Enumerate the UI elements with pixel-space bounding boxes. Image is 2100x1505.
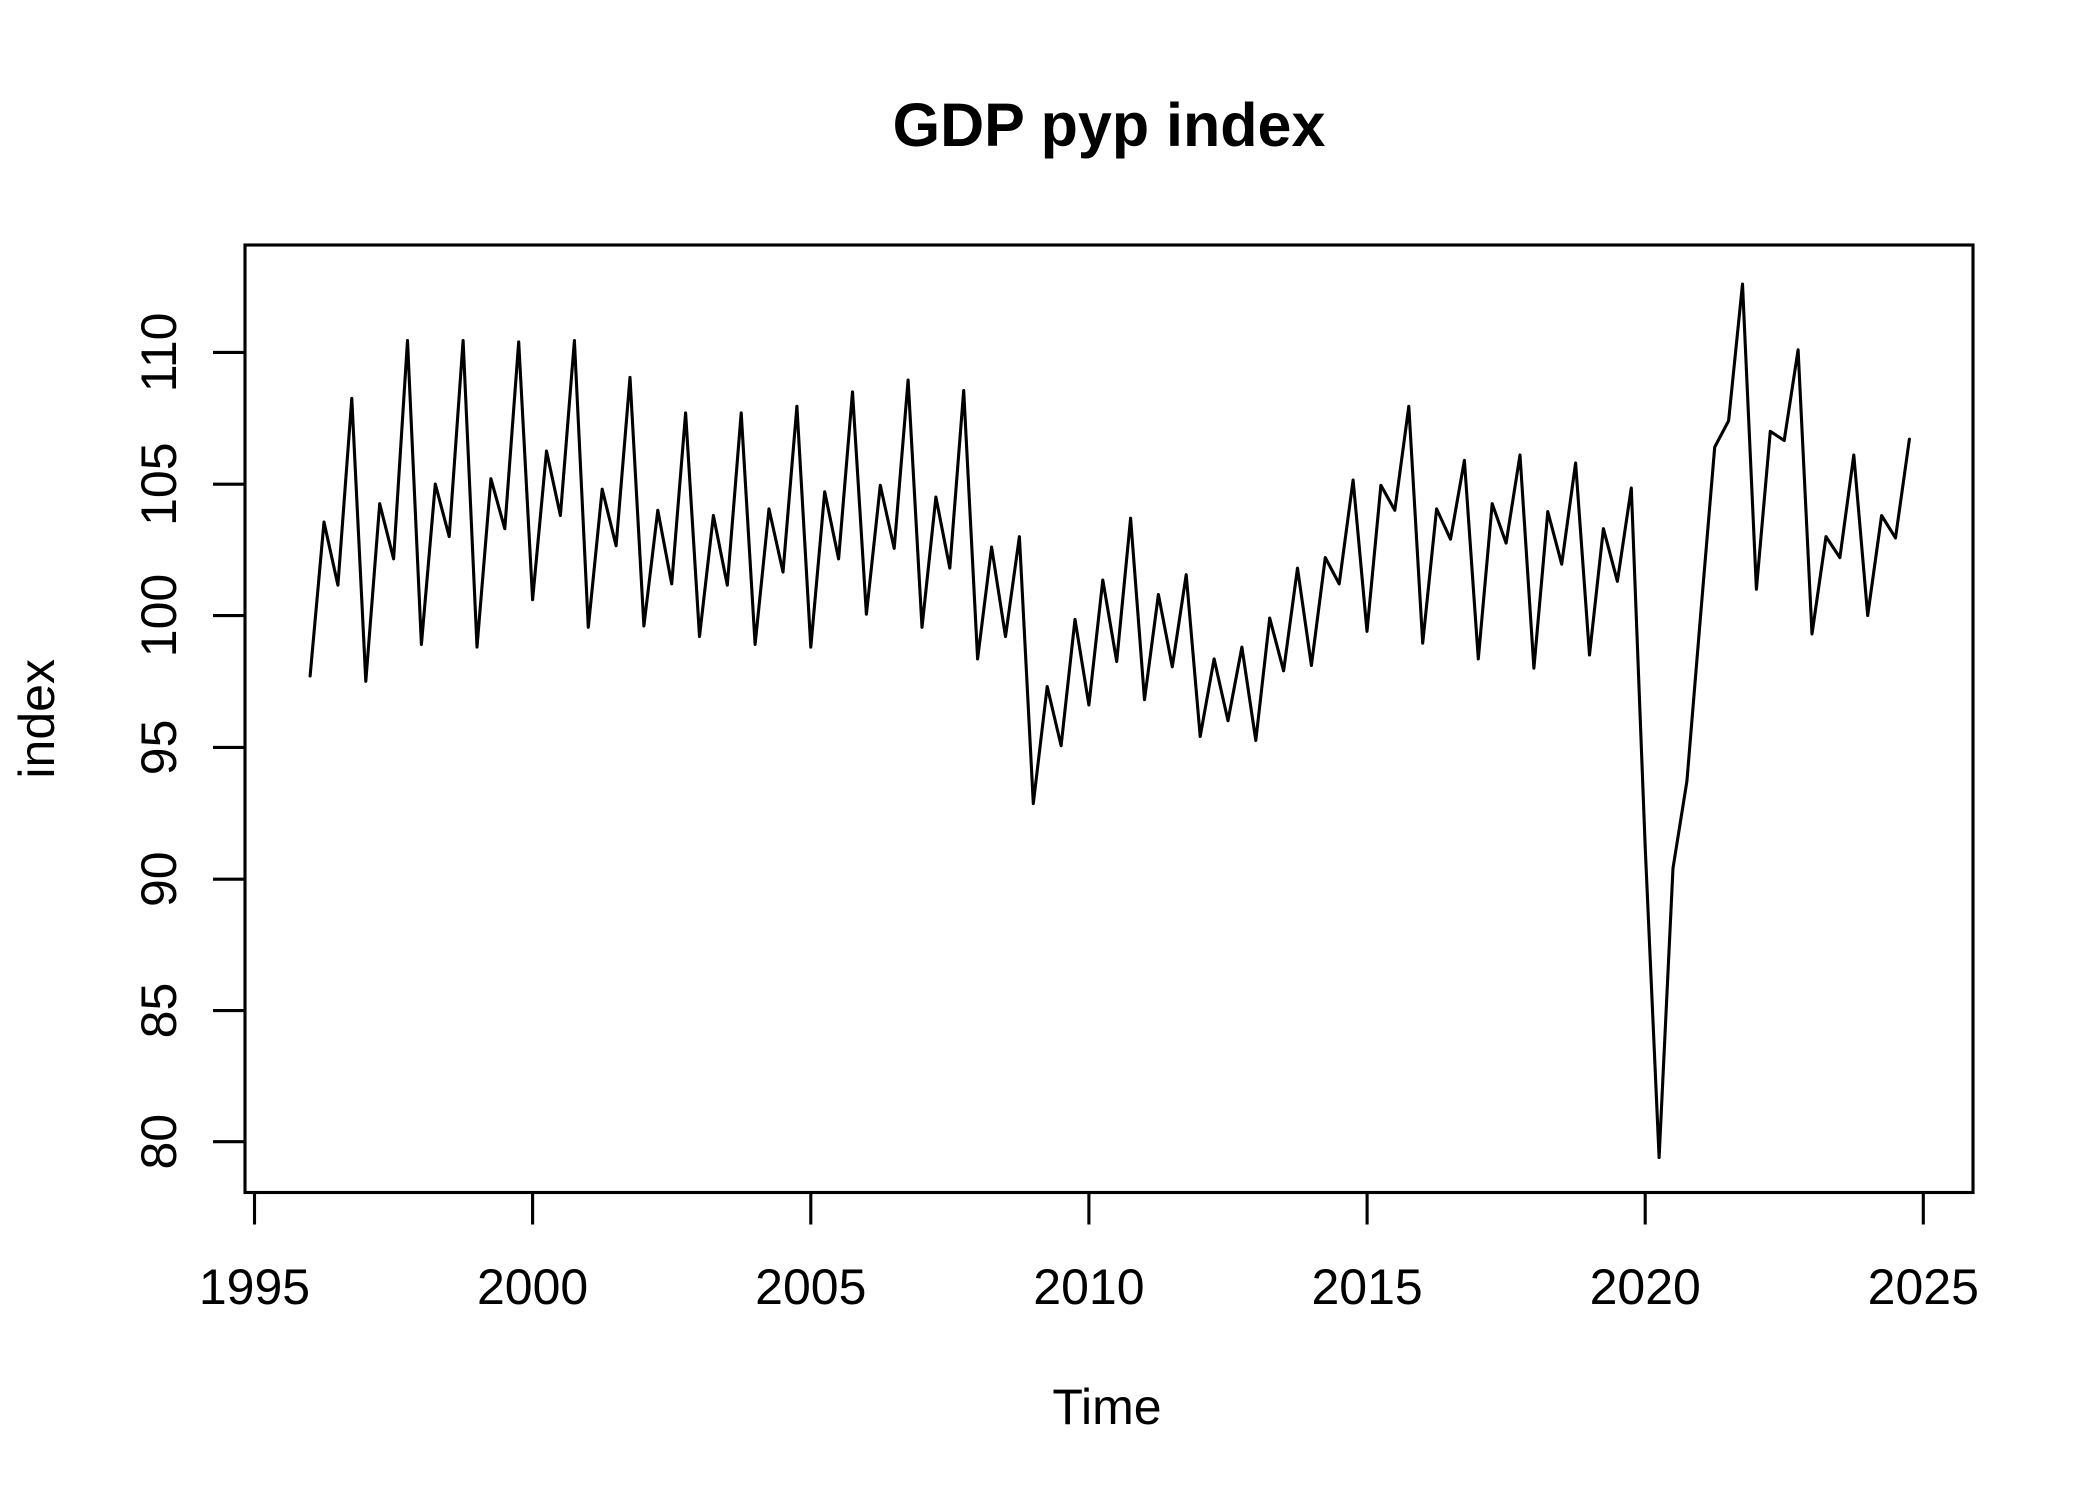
svg-text:1995: 1995 xyxy=(199,1259,310,1315)
svg-text:90: 90 xyxy=(131,851,187,907)
svg-text:2025: 2025 xyxy=(1868,1259,1979,1315)
svg-text:2015: 2015 xyxy=(1311,1259,1422,1315)
svg-text:105: 105 xyxy=(131,442,187,525)
svg-text:110: 110 xyxy=(131,313,187,393)
svg-text:2020: 2020 xyxy=(1590,1259,1701,1315)
svg-text:2010: 2010 xyxy=(1033,1259,1144,1315)
svg-text:2005: 2005 xyxy=(755,1259,866,1315)
svg-text:85: 85 xyxy=(131,983,187,1039)
svg-text:80: 80 xyxy=(131,1114,187,1170)
svg-text:Time: Time xyxy=(1052,1379,1161,1435)
svg-text:index: index xyxy=(9,659,65,779)
svg-text:GDP pyp index: GDP pyp index xyxy=(893,91,1326,159)
svg-text:100: 100 xyxy=(131,574,187,657)
svg-text:2000: 2000 xyxy=(477,1259,588,1315)
svg-text:95: 95 xyxy=(131,720,187,776)
